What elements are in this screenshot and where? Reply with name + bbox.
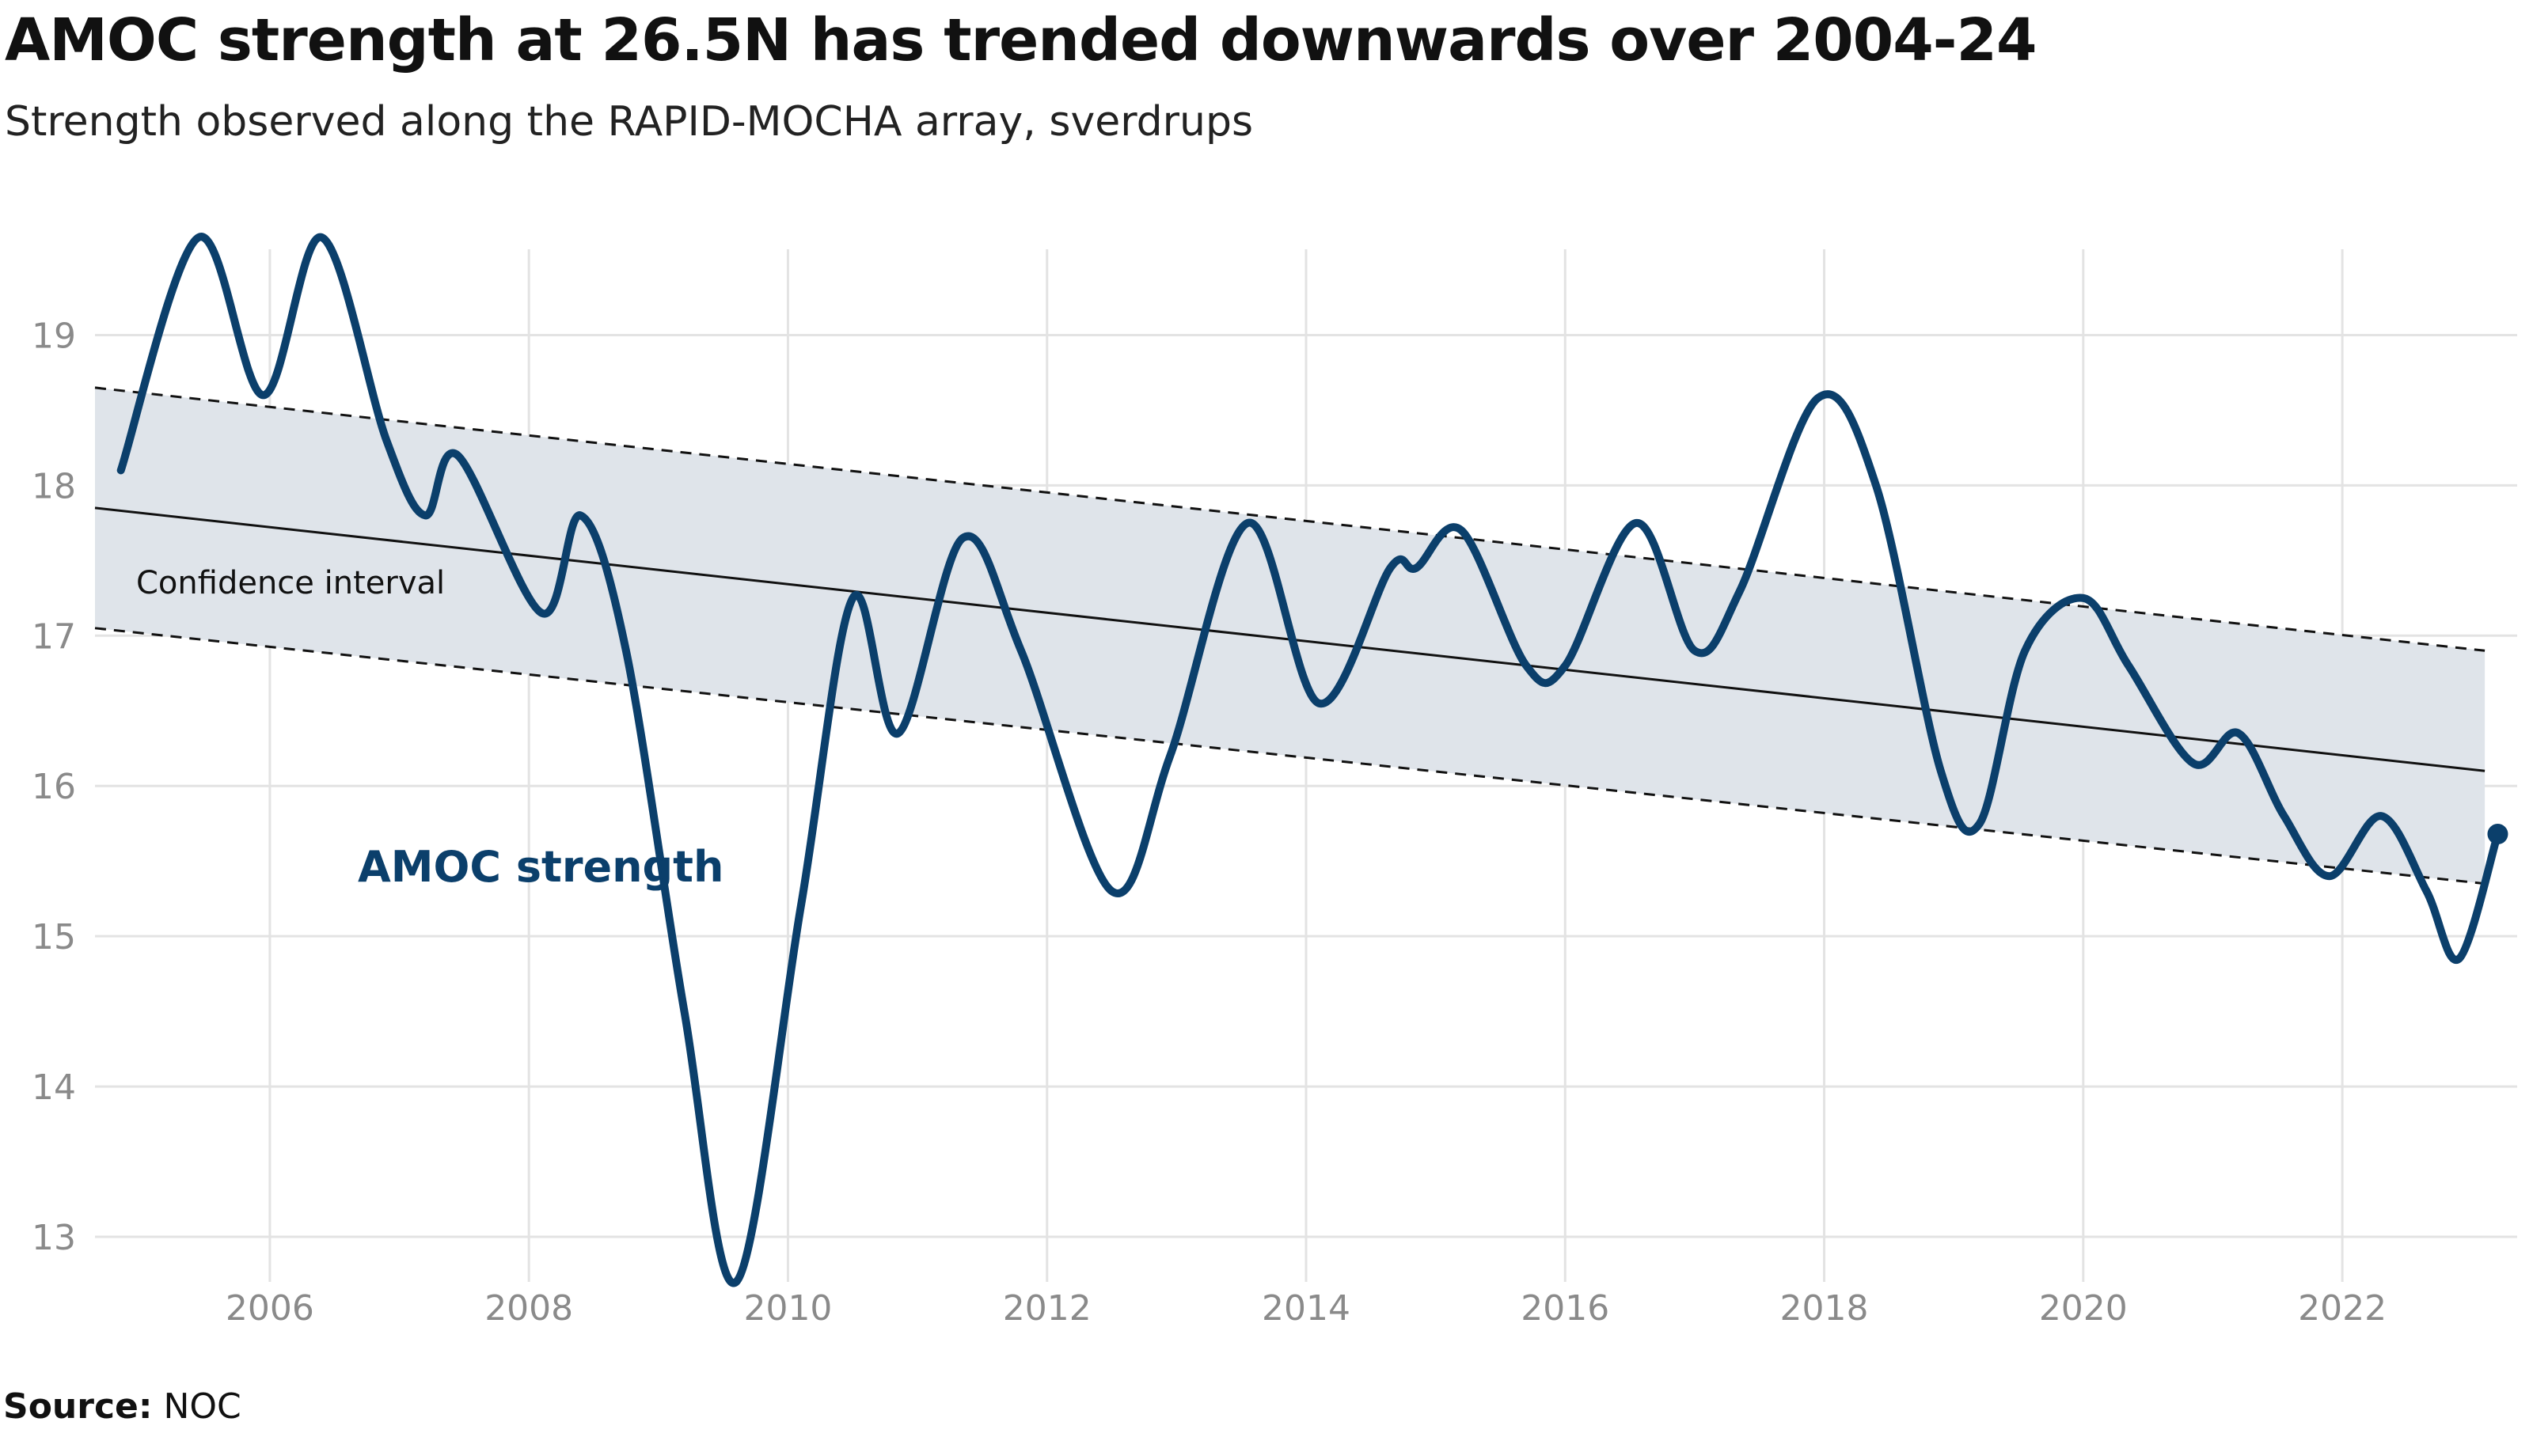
source-label: Source: (3, 1386, 153, 1427)
confidence-upper-line (94, 386, 2486, 652)
source-note: Source: NOC (3, 1386, 241, 1427)
y-tick-label: 15 (32, 917, 76, 957)
chart-title: AMOC strength at 26.5N has trended downw… (5, 6, 2037, 74)
series-label-amoc-strength: AMOC strength (358, 842, 723, 892)
x-tick-label: 2006 (226, 1288, 314, 1329)
end-point-marker (2487, 824, 2508, 845)
x-tick-label: 2008 (484, 1288, 573, 1329)
y-tick-label: 14 (32, 1067, 76, 1108)
x-tick-label: 2014 (1262, 1288, 1350, 1329)
x-tick-label: 2022 (2298, 1288, 2387, 1329)
series-layer (116, 233, 2508, 1287)
confidence-interval-label: Confidence interval (136, 565, 445, 601)
confidence-lower-line (94, 627, 2486, 885)
chart-subtitle: Strength observed along the RAPID-MOCHA … (5, 98, 1254, 146)
y-tick-label: 16 (32, 767, 76, 807)
x-tick-label: 2012 (1003, 1288, 1092, 1329)
annotations-layer: Confidence interval AMOC strength (136, 565, 723, 892)
x-tick-label: 2020 (2039, 1288, 2128, 1329)
axis-tick-labels: 13 14 15 16 17 18 19 2006 2008 2010 2012 2014 2016 20… (32, 316, 2387, 1329)
x-tick-label: 2018 (1780, 1288, 1869, 1329)
series-line-amoc-strength (116, 233, 2502, 1287)
y-tick-label: 18 (32, 466, 76, 506)
x-tick-label: 2016 (1521, 1288, 1609, 1329)
y-tick-label: 19 (32, 316, 76, 356)
y-tick-label: 13 (32, 1218, 76, 1258)
source-value: NOC (163, 1386, 241, 1427)
x-tick-label: 2010 (743, 1288, 832, 1329)
y-tick-label: 17 (32, 616, 76, 657)
